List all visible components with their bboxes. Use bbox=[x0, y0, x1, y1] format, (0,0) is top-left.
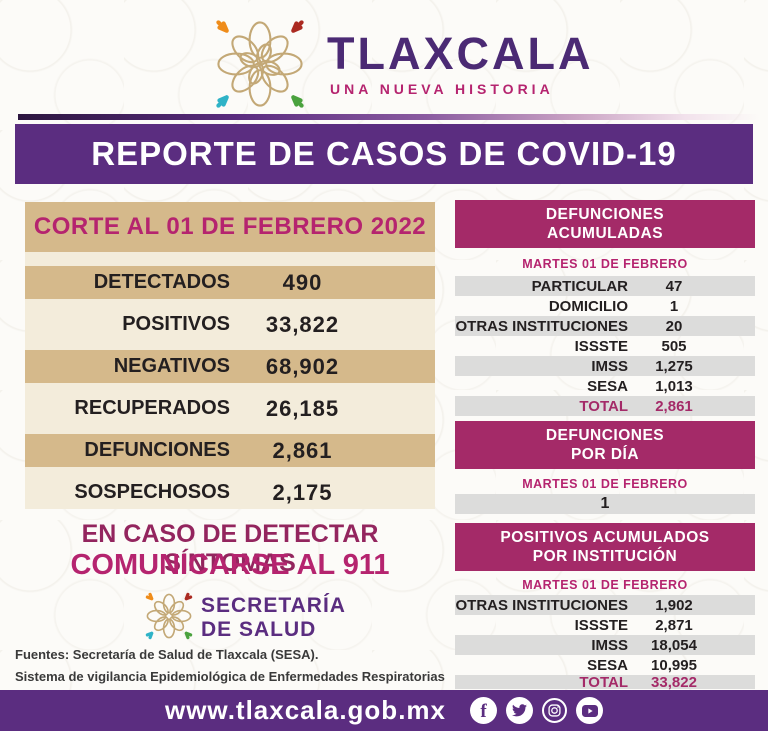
brand-tagline: UNA NUEVA HISTORIA bbox=[330, 81, 554, 97]
row-value: 1,013 bbox=[655, 377, 693, 395]
section-date: MARTES 01 DE FEBRERO bbox=[522, 578, 688, 592]
section-title-line: POSITIVOS ACUMULADOS bbox=[500, 529, 710, 546]
table-row: ISSSTE 505 bbox=[455, 336, 755, 356]
table-row: SESA 10,995 bbox=[455, 655, 755, 675]
section-header-deaths-per-day: DEFUNCIONES POR DÍA bbox=[455, 421, 755, 469]
stat-value: 2,861 bbox=[272, 437, 333, 463]
row-label: IMSS bbox=[591, 636, 628, 654]
stat-label: POSITIVOS bbox=[122, 313, 230, 335]
section-header-positives-by-institution: POSITIVOS ACUMULADOS POR INSTITUCIÓN bbox=[455, 523, 755, 571]
cutoff-date-header: CORTE AL 01 DE FEBRERO 2022 bbox=[25, 202, 435, 252]
stat-value: 26,185 bbox=[265, 395, 340, 421]
table-row: SESA 1,013 bbox=[455, 376, 755, 396]
facebook-icon[interactable]: f bbox=[470, 697, 497, 724]
table-row: PARTICULAR 47 bbox=[455, 276, 755, 296]
row-label: OTRAS INSTITUCIONES bbox=[455, 317, 628, 335]
row-label: DOMICILIO bbox=[548, 297, 628, 315]
health-ministry-name: SECRETARÍA DE SALUD bbox=[201, 594, 346, 642]
brand-title: TLAXCALA bbox=[327, 28, 594, 79]
stat-label: RECUPERADOS bbox=[74, 397, 230, 419]
row-label: TOTAL bbox=[579, 673, 628, 691]
stat-row-negativos: NEGATIVOS 68,902 bbox=[25, 350, 435, 383]
row-value: 505 bbox=[661, 337, 687, 355]
section-title-line: ACUMULADAS bbox=[546, 225, 664, 242]
social-icons: f bbox=[470, 697, 603, 724]
stat-label: DETECTADOS bbox=[93, 271, 230, 293]
row-value: 20 bbox=[665, 317, 683, 335]
footer-bar: www.tlaxcala.gob.mx f bbox=[0, 690, 768, 731]
stat-row-defunciones: DEFUNCIONES 2,861 bbox=[25, 434, 435, 467]
section-title-line: POR INSTITUCIÓN bbox=[532, 548, 678, 565]
stat-value: 68,902 bbox=[265, 353, 340, 379]
tlaxcala-flower-emblem-icon bbox=[208, 12, 312, 121]
stat-value: 2,175 bbox=[272, 479, 333, 505]
row-value: 1,275 bbox=[655, 357, 693, 375]
stat-label: SOSPECHOSOS bbox=[74, 481, 230, 503]
row-label: ISSSTE bbox=[574, 337, 628, 355]
sources-line-1: Fuentes: Secretaría de Salud de Tlaxcala… bbox=[15, 647, 319, 662]
advisory-line-2: COMUNICARSE AL 911 bbox=[70, 549, 390, 581]
youtube-icon[interactable] bbox=[576, 697, 603, 724]
gradient-divider bbox=[18, 114, 760, 120]
section-header-deaths-accumulated: DEFUNCIONES ACUMULADAS bbox=[455, 200, 755, 248]
section-title-line: DEFUNCIONES bbox=[545, 427, 665, 444]
twitter-icon[interactable] bbox=[506, 697, 533, 724]
row-label: SESA bbox=[587, 377, 628, 395]
instagram-icon[interactable] bbox=[542, 698, 567, 723]
table-row-total: TOTAL 2,861 bbox=[455, 396, 755, 416]
row-value: 1 bbox=[600, 495, 610, 512]
stat-label: NEGATIVOS bbox=[113, 355, 230, 377]
row-label: OTRAS INSTITUCIONES bbox=[455, 596, 628, 614]
health-ministry-line-2: DE SALUD bbox=[201, 618, 317, 641]
stat-row-detectados: DETECTADOS 490 bbox=[25, 266, 435, 299]
footer-website-link[interactable]: www.tlaxcala.gob.mx bbox=[164, 695, 446, 725]
row-value: 1,902 bbox=[655, 596, 693, 614]
table-row-total: TOTAL 33,822 bbox=[455, 673, 755, 691]
section-title-line: POR DÍA bbox=[570, 446, 640, 463]
table-row: IMSS 18,054 bbox=[455, 635, 755, 655]
row-label: IMSS bbox=[591, 357, 628, 375]
table-row: OTRAS INSTITUCIONES 20 bbox=[455, 316, 755, 336]
stat-row-recuperados: RECUPERADOS 26,185 bbox=[25, 392, 435, 425]
table-row: ISSSTE 2,871 bbox=[455, 615, 755, 635]
stat-label: DEFUNCIONES bbox=[84, 439, 230, 461]
section-date: MARTES 01 DE FEBRERO bbox=[522, 477, 688, 491]
stat-value: 490 bbox=[282, 269, 323, 295]
row-label: PARTICULAR bbox=[531, 277, 628, 295]
row-value: 2,861 bbox=[655, 397, 693, 415]
section-date: MARTES 01 DE FEBRERO bbox=[522, 257, 688, 271]
table-row: DOMICILIO 1 bbox=[455, 296, 755, 316]
row-label: ISSSTE bbox=[574, 616, 628, 634]
row-label: SESA bbox=[587, 656, 628, 674]
row-value: 2,871 bbox=[655, 616, 693, 634]
row-value: 33,822 bbox=[651, 673, 697, 691]
advisory-line-1: EN CASO DE DETECTAR SÍNTOMAS bbox=[81, 520, 379, 577]
stat-row-positivos: POSITIVOS 33,822 bbox=[25, 308, 435, 341]
page-title: REPORTE DE CASOS DE COVID-19 bbox=[15, 124, 753, 184]
row-value: 18,054 bbox=[651, 636, 697, 654]
section-title-line: DEFUNCIONES bbox=[545, 206, 665, 223]
stat-value: 33,822 bbox=[265, 311, 340, 337]
health-ministry-line-1: SECRETARÍA bbox=[201, 594, 346, 617]
row-label: TOTAL bbox=[579, 397, 628, 415]
table-row: OTRAS INSTITUCIONES 1,902 bbox=[455, 595, 755, 615]
row-value: 10,995 bbox=[651, 656, 697, 674]
row-value: 47 bbox=[665, 277, 683, 295]
stat-row-sospechosos: SOSPECHOSOS 2,175 bbox=[25, 476, 435, 509]
deaths-per-day-value-row: 1 bbox=[455, 494, 755, 514]
health-ministry-flower-icon bbox=[142, 589, 196, 648]
row-value: 1 bbox=[669, 297, 679, 315]
table-row: IMSS 1,275 bbox=[455, 356, 755, 376]
